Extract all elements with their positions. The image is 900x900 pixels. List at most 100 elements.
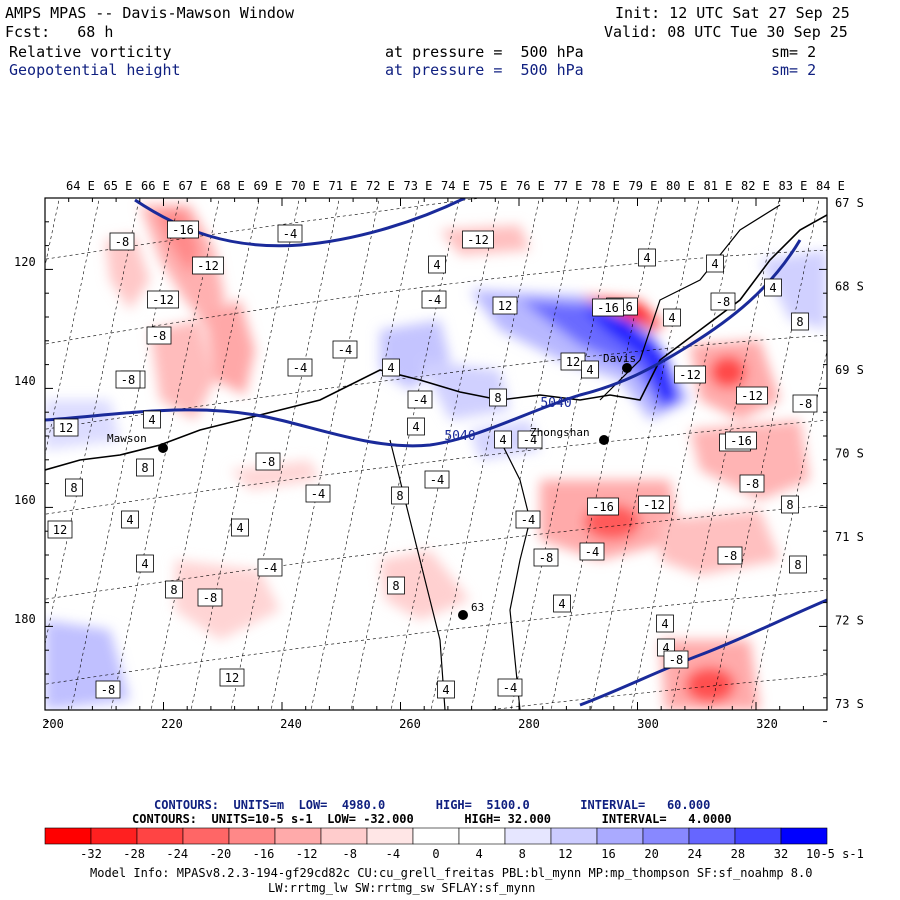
contour-label: -8	[197, 588, 223, 607]
contour-label: 12	[560, 352, 586, 371]
contour-label: 4	[382, 358, 400, 377]
svg-text:4: 4	[412, 420, 419, 434]
lon-label: 80 E	[666, 179, 695, 193]
contour-label: 12	[53, 418, 79, 437]
svg-text:-12: -12	[197, 259, 219, 273]
colorbar-tick: -16	[253, 847, 275, 861]
svg-text:8: 8	[70, 481, 77, 495]
svg-text:4: 4	[661, 617, 668, 631]
y-axis-label: 120	[14, 255, 36, 269]
contour-label: -12	[192, 256, 224, 275]
contour-label: 8	[165, 580, 183, 599]
svg-text:4: 4	[141, 557, 148, 571]
svg-text:-8: -8	[669, 653, 683, 667]
x-axis-label: 320	[756, 717, 778, 731]
contour-label: -12	[638, 495, 670, 514]
lon-label: 70 E	[291, 179, 320, 193]
contour-label: 12	[492, 296, 518, 315]
lon-label: 84 E	[816, 179, 845, 193]
colorbar-box	[90, 827, 138, 845]
contour-label: 4	[706, 254, 724, 273]
colorbar-tick: 12	[558, 847, 572, 861]
svg-text:-16: -16	[730, 434, 752, 448]
svg-text:-4: -4	[263, 561, 277, 575]
contour-label: -4	[497, 678, 523, 697]
svg-text:-12: -12	[741, 389, 763, 403]
vorticity-contour-info: CONTOURS: UNITS=10-5 s-1 LOW= -32.000 HI…	[132, 812, 732, 826]
y-axis-label: 160	[14, 493, 36, 507]
colorbar-box	[320, 827, 368, 845]
contour-label: 4	[581, 360, 599, 379]
contour-label: -16	[167, 220, 199, 239]
lon-label: 71 E	[329, 179, 358, 193]
x-axis-label: 240	[280, 717, 302, 731]
svg-text:Mawson: Mawson	[107, 432, 147, 445]
map-title: AMPS MPAS -- Davis-Mawson Window	[5, 4, 294, 22]
colorbar-tick: -28	[123, 847, 145, 861]
svg-text:4: 4	[769, 281, 776, 295]
lon-label: 79 E	[629, 179, 658, 193]
lon-label: 76 E	[516, 179, 545, 193]
colorbar-tick: 24	[688, 847, 702, 861]
contour-label: 4	[663, 308, 681, 327]
svg-text:-8: -8	[203, 591, 217, 605]
contour-label: -8	[717, 546, 743, 565]
field1-smoothing: sm= 2	[771, 43, 817, 61]
colorbar-box	[182, 827, 230, 845]
contour-label: 8	[489, 388, 507, 407]
contour-label: -12	[736, 386, 768, 405]
contour-label: 8	[391, 486, 409, 505]
colorbar-tick: 32	[774, 847, 788, 861]
svg-text:-8: -8	[539, 551, 553, 565]
contour-label: -8	[255, 452, 281, 471]
contour-label: -8	[710, 292, 736, 311]
contour-label: -4	[579, 542, 605, 561]
svg-text:-12: -12	[679, 368, 701, 382]
colorbar: -32 -28 -24 -20 -16 -12 -8 -4 0 4 8 12 16 20 24 28 32 10…	[44, 827, 864, 861]
svg-text:4: 4	[126, 513, 133, 527]
colorbar-box	[504, 827, 552, 845]
colorbar-tick: 16	[601, 847, 615, 861]
colorbar-box	[642, 827, 690, 845]
contour-label: -8	[533, 548, 559, 567]
contour-label: -4	[424, 470, 450, 489]
svg-text:4: 4	[433, 258, 440, 272]
svg-text:8: 8	[794, 558, 801, 572]
svg-text:-4: -4	[293, 361, 307, 375]
contour-label: -8	[739, 474, 765, 493]
svg-text:-16: -16	[172, 223, 194, 237]
svg-text:-8: -8	[101, 683, 115, 697]
lon-label: 78 E	[591, 179, 620, 193]
plot-frame	[44, 197, 828, 711]
coastline	[45, 214, 827, 471]
svg-text:-4: -4	[338, 343, 352, 357]
contour-label: 12	[47, 520, 73, 539]
colorbar-box	[228, 827, 276, 845]
contour-label: 12	[219, 668, 245, 687]
contour-label: 4	[494, 430, 512, 449]
svg-text:8: 8	[494, 391, 501, 405]
svg-text:-4: -4	[503, 681, 517, 695]
svg-text:12: 12	[225, 671, 239, 685]
contour-label: -4	[515, 510, 541, 529]
svg-text:-4: -4	[311, 487, 325, 501]
contour-label: -8	[109, 232, 135, 251]
contour-label: 4	[143, 410, 161, 429]
contour-label: -4	[407, 390, 433, 409]
svg-text:4: 4	[668, 311, 675, 325]
lon-label: 64 E	[66, 179, 95, 193]
height-label: 5040	[444, 429, 475, 444]
x-axis-label: 280	[518, 717, 540, 731]
lon-label: 75 E	[479, 179, 508, 193]
x-axis-label: 260	[399, 717, 421, 731]
svg-text:-4: -4	[521, 513, 535, 527]
contour-label: 8	[136, 458, 154, 477]
contour-label: 4	[638, 248, 656, 267]
svg-text:-16: -16	[597, 301, 619, 315]
station-marker: 63	[458, 601, 484, 620]
contour-label: -12	[462, 230, 494, 249]
svg-text:4: 4	[236, 521, 243, 535]
contour-label: -12	[674, 365, 706, 384]
colorbar-box	[734, 827, 782, 845]
lat-label: 73 S	[835, 697, 864, 711]
